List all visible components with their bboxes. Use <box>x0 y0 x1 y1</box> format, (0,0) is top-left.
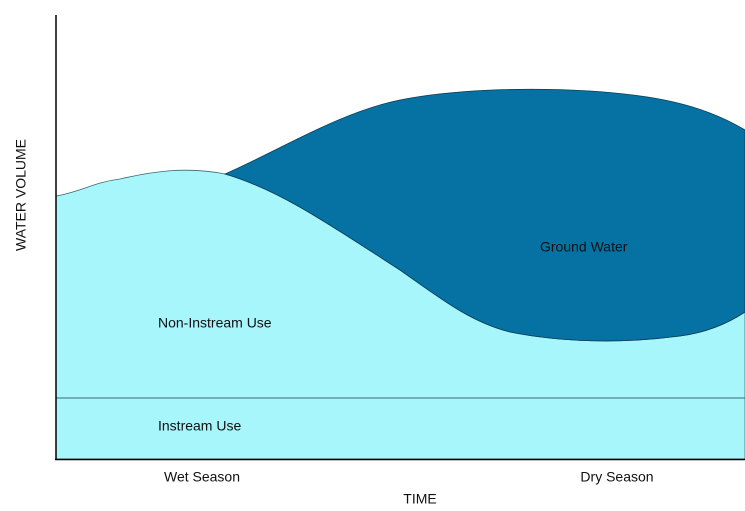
x-label: Dry Season <box>580 469 653 485</box>
region-label: Instream Use <box>158 418 241 434</box>
x-axis-title: TIME <box>403 491 436 506</box>
ground-water-area <box>223 88 745 342</box>
region-label: Non-Instream Use <box>158 315 272 331</box>
y-axis-title: WATER VOLUME <box>13 139 29 251</box>
x-label: Wet Season <box>164 469 240 485</box>
region-label: Ground Water <box>540 239 628 255</box>
